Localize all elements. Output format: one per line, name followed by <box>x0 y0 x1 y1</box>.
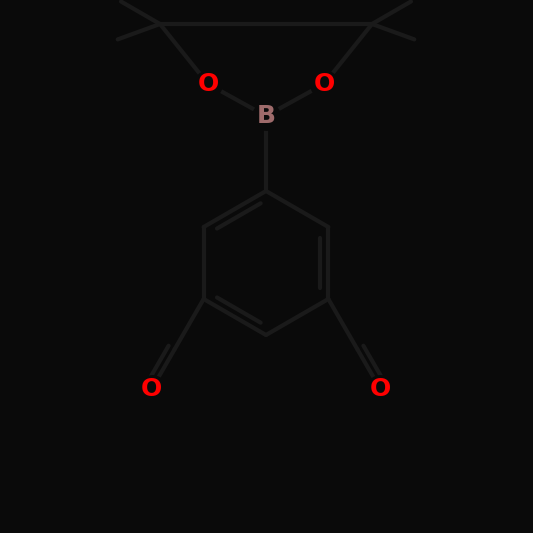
Text: O: O <box>370 377 391 401</box>
Text: B: B <box>256 104 276 128</box>
Text: O: O <box>141 377 162 401</box>
Text: O: O <box>197 72 219 96</box>
Text: O: O <box>313 72 335 96</box>
